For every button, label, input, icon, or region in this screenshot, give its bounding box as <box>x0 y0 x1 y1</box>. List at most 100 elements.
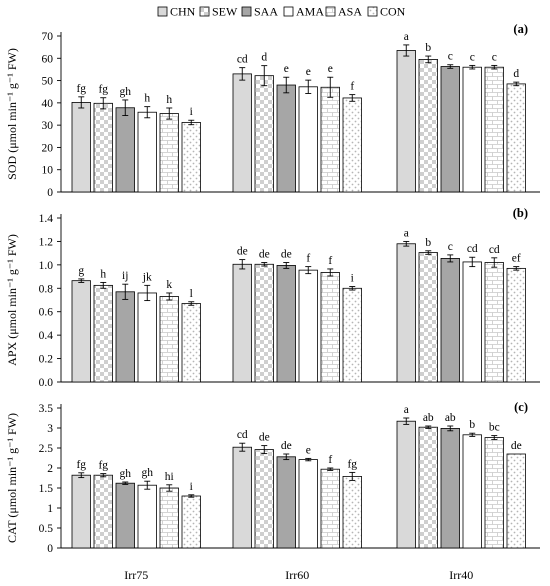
y-tick-label: 0 <box>47 543 53 555</box>
significance-letter: a <box>404 227 409 239</box>
legend-label-con: CON <box>380 5 406 19</box>
significance-letter: e <box>306 444 311 456</box>
bar-con-irr75 <box>181 122 201 193</box>
bar-ama-irr75 <box>137 292 157 383</box>
x-category-label: Irr75 <box>124 568 148 582</box>
y-tick-label: 0.4 <box>39 330 54 342</box>
bar-sew-irr75 <box>93 284 113 383</box>
bar-saa-irr75 <box>115 482 135 549</box>
bar-saa-irr40 <box>440 66 460 193</box>
significance-letter: gh <box>142 467 154 479</box>
bar-saa-irr75 <box>115 107 135 193</box>
y-tick-label: 50 <box>42 76 54 88</box>
legend-item-saa: SAA <box>241 5 278 19</box>
significance-letter: b <box>425 42 431 54</box>
significance-letter: fg <box>347 458 357 470</box>
bar-sew-irr60 <box>254 75 274 193</box>
significance-letter: cd <box>467 243 478 255</box>
bar-sew-irr60 <box>254 263 274 383</box>
y-tick-label: 2 <box>47 463 53 475</box>
bar-con-irr60 <box>342 287 362 383</box>
y-tick-label: 10 <box>42 165 54 177</box>
bar-ama-irr60 <box>298 269 318 383</box>
significance-letter: a <box>404 404 409 416</box>
bar-chn-irr40 <box>396 243 416 383</box>
significance-letter: f <box>328 454 332 466</box>
bar-ama-irr40 <box>462 261 482 383</box>
bar-con-irr40 <box>506 453 526 549</box>
bar-chn-irr75 <box>71 102 91 193</box>
bar-ama-irr60 <box>298 86 318 193</box>
y-tick-label: 40 <box>42 98 54 110</box>
significance-letter: de <box>237 246 248 258</box>
legend-item-con: CON <box>367 5 406 19</box>
bar-con-irr40 <box>506 83 526 193</box>
bar-sew-irr40 <box>418 426 438 549</box>
significance-letter: b <box>425 237 431 249</box>
legend-label-sew: SEW <box>212 5 238 19</box>
y-tick-label: 60 <box>42 53 54 65</box>
significance-letter: hi <box>165 471 174 483</box>
significance-letter: c <box>448 241 453 253</box>
significance-letter: ab <box>445 412 456 424</box>
bar-chn-irr60 <box>232 446 252 549</box>
significance-letter: e <box>284 63 289 75</box>
legend-label-ama: AMA <box>296 5 324 19</box>
significance-letter: gh <box>120 468 132 480</box>
bar-sew-irr75 <box>93 102 113 193</box>
y-tick-label: 0.5 <box>39 523 54 535</box>
bar-con-irr60 <box>342 475 362 549</box>
significance-letter: fg <box>76 459 86 471</box>
y-tick-label: 30 <box>42 120 54 132</box>
legend: CHN SEW SAA AMA ASA CON <box>157 5 406 19</box>
chart-panel-b: (b) APX (μmol min⁻¹ g⁻¹ FW) 0.0 0.2 0.4 0.6 0.… <box>5 206 540 389</box>
significance-letter: de <box>511 440 522 452</box>
significance-letter: de <box>259 249 270 261</box>
significance-letter: f <box>328 255 332 267</box>
significance-letter: fg <box>98 84 108 96</box>
bar-chn-irr60 <box>232 73 252 193</box>
bar-ama-irr40 <box>462 66 482 193</box>
bar-ama-irr75 <box>137 484 157 549</box>
legend-item-asa: ASA <box>325 5 362 19</box>
bar-sew-irr60 <box>254 449 274 549</box>
legend-label-chn: CHN <box>170 5 196 19</box>
bar-con-irr75 <box>181 495 201 549</box>
legend-swatch-con <box>367 6 378 17</box>
bar-chn-irr60 <box>232 263 252 383</box>
significance-letter: f <box>350 81 354 93</box>
panel-label: (a) <box>513 22 528 36</box>
y-tick-label: 0 <box>47 187 53 199</box>
significance-letter: c <box>492 51 497 63</box>
y-tick-label: 1 <box>47 503 53 515</box>
legend-swatch-asa <box>325 6 336 17</box>
panels: (a)SOD (μmol min⁻¹ g⁻¹ FW)01020304050607… <box>5 22 540 582</box>
legend-item-chn: CHN <box>157 5 196 19</box>
significance-letter: cd <box>237 54 248 66</box>
significance-letter: c <box>470 51 475 63</box>
y-tick-label: 3 <box>47 423 53 435</box>
significance-letter: gh <box>120 86 132 98</box>
legend-label-saa: SAA <box>254 5 278 19</box>
y-axis-label: SOD (μmol min⁻¹ g⁻¹ FW) <box>5 48 19 180</box>
significance-letter: l <box>190 288 193 300</box>
significance-letter: ef <box>512 253 521 265</box>
y-tick-label: 70 <box>42 31 54 43</box>
bar-saa-irr75 <box>115 291 135 383</box>
x-category-label: Irr40 <box>449 568 473 582</box>
panel-label: (b) <box>513 206 528 220</box>
significance-letter: i <box>190 481 193 493</box>
bar-sew-irr40 <box>418 252 438 383</box>
chart-panel-a: (a) SOD (μmol min⁻¹ g⁻¹ FW) 0 10 20 30 40 50 60 7… <box>5 22 540 199</box>
significance-letter: fg <box>76 83 86 95</box>
bar-saa-irr40 <box>440 427 460 549</box>
significance-letter: ab <box>423 412 434 424</box>
bar-asa-irr75 <box>159 487 179 549</box>
bar-chn-irr40 <box>396 50 416 193</box>
significance-letter: i <box>190 106 193 118</box>
chart-panel-c: (c) CAT (μmol min⁻¹ g⁻¹ FW) 0 0.5 1 1.5 2 2.5 3 3… <box>5 400 540 582</box>
significance-letter: c <box>448 51 453 63</box>
bar-asa-irr60 <box>320 272 340 383</box>
bar-con-irr40 <box>506 267 526 383</box>
